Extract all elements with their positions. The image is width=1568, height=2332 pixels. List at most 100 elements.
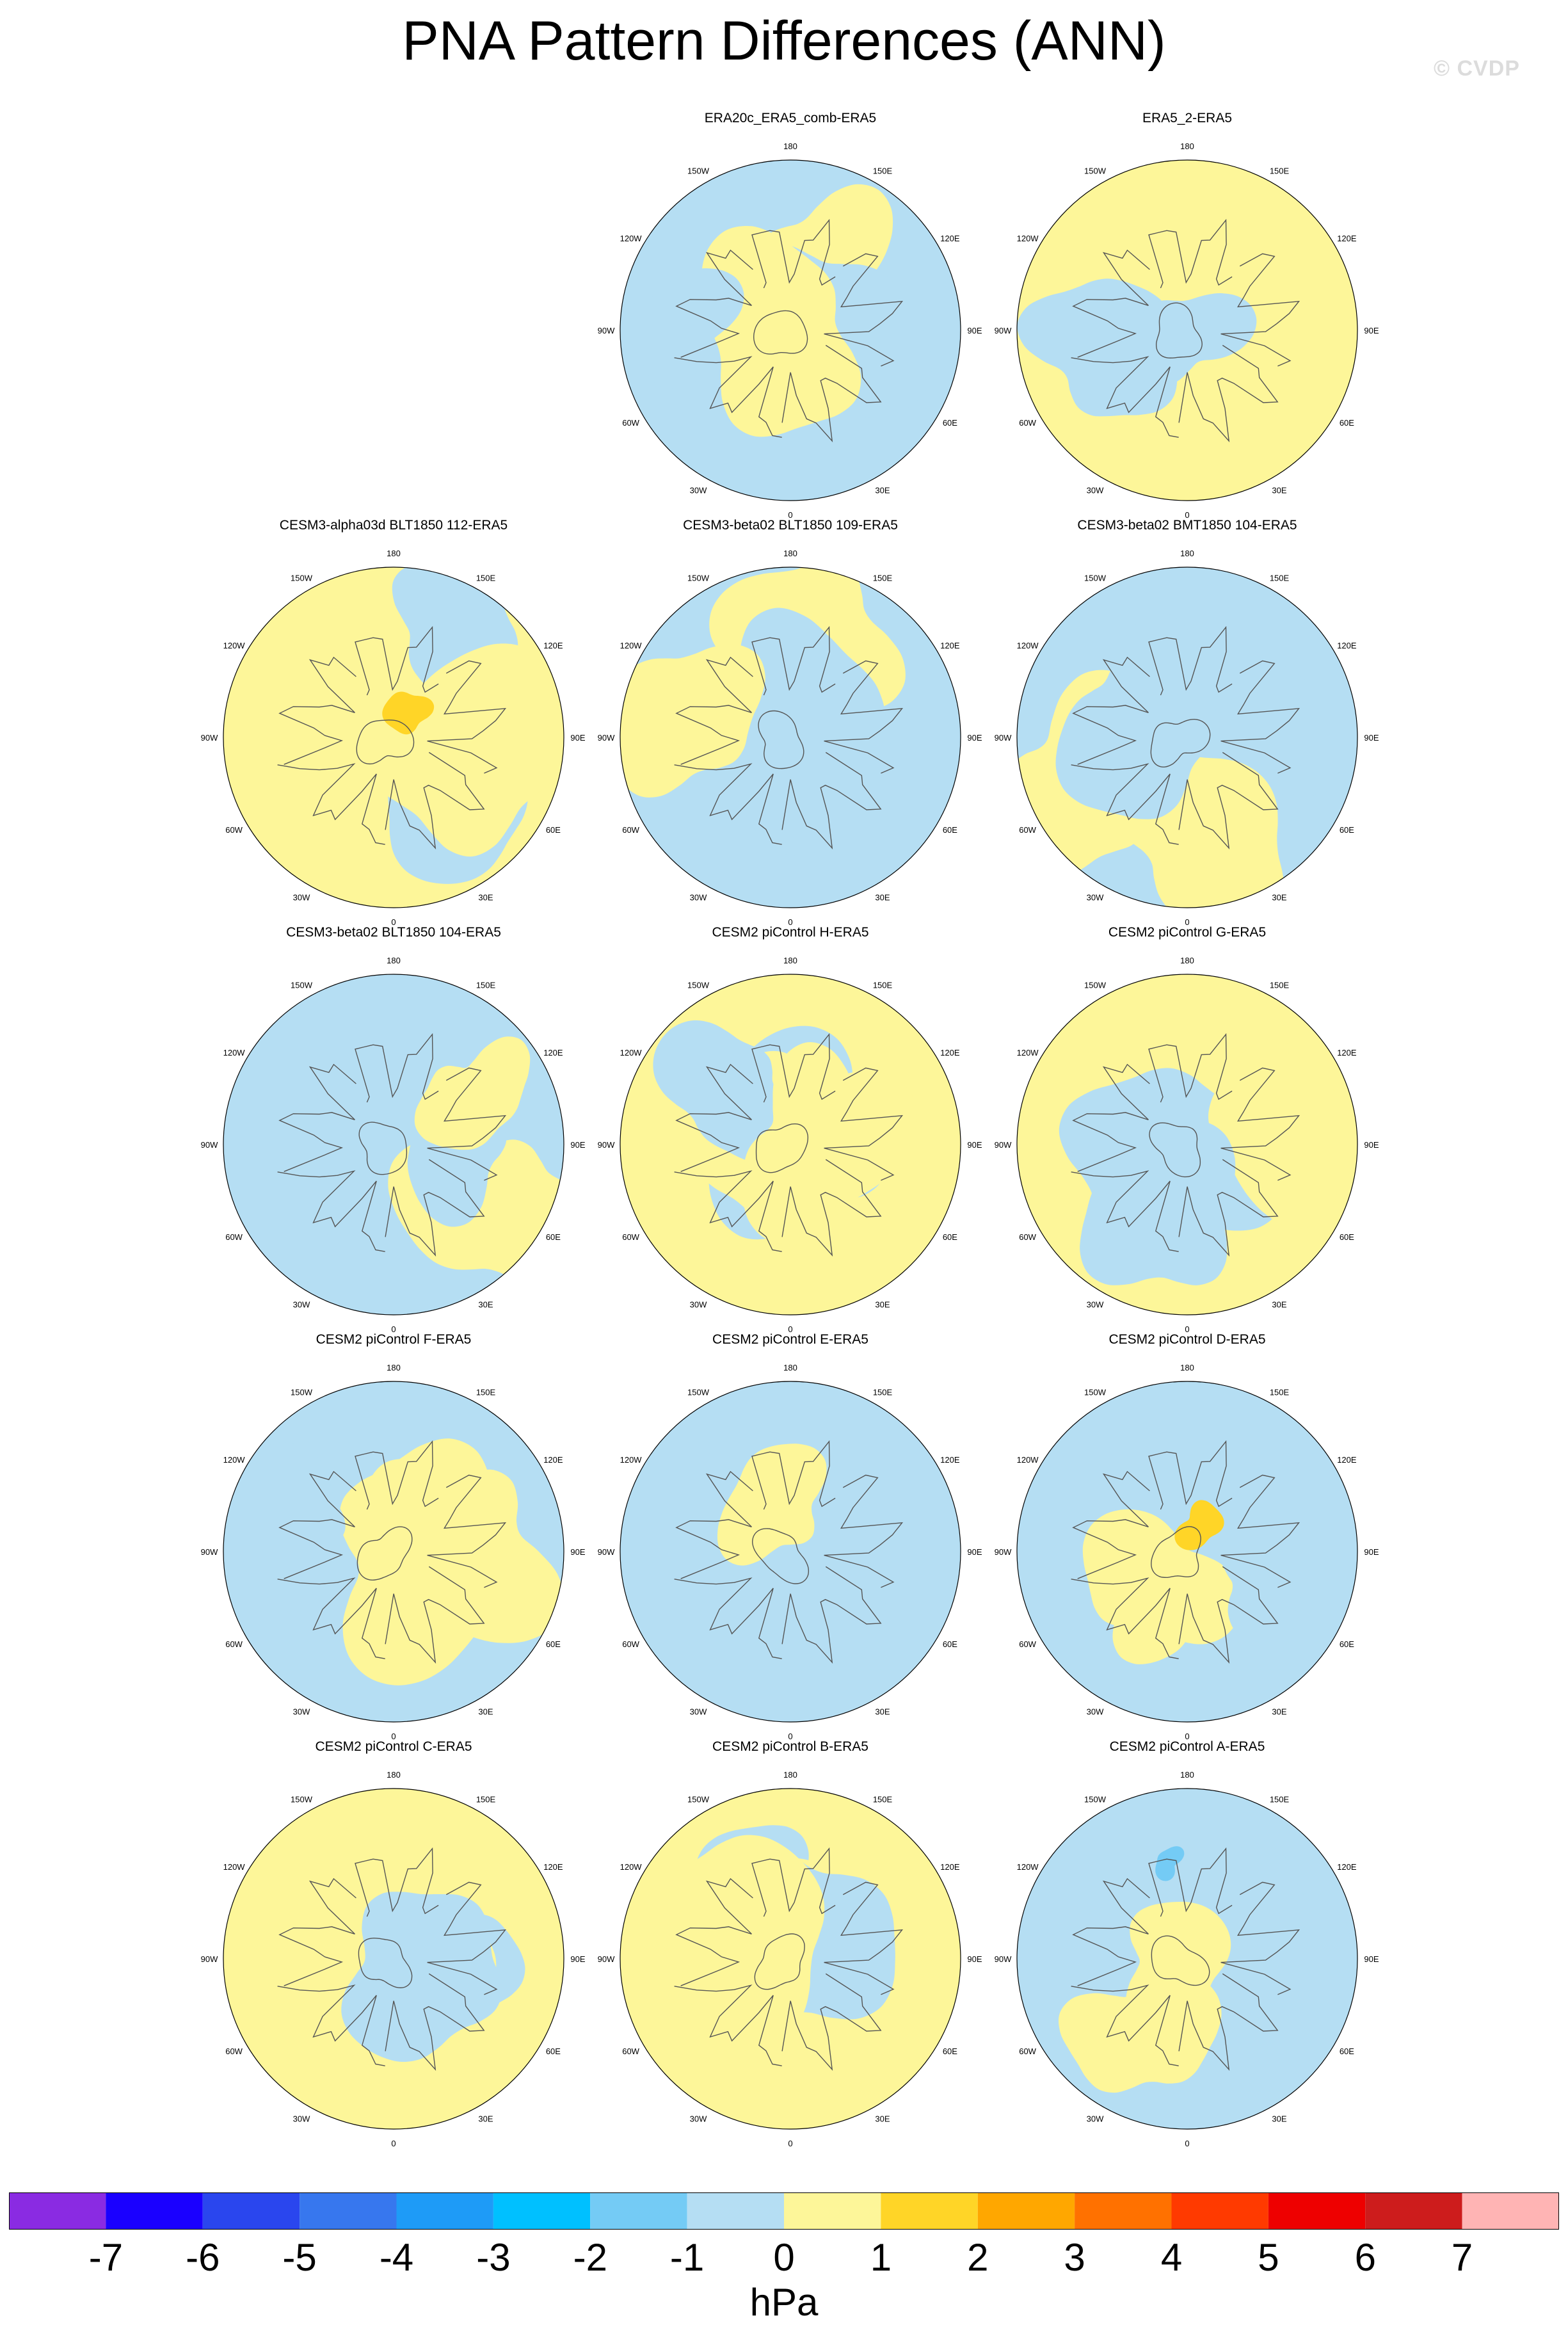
longitude-tick-label: 30E [875, 1299, 890, 1309]
longitude-tick-label: 0 [788, 2139, 792, 2148]
longitude-tick-label: 0 [788, 1324, 792, 1334]
longitude-tick-label: 0 [788, 917, 792, 927]
longitude-tick-label: 120W [1017, 234, 1039, 243]
map-panel: CESM3-beta02 BMT1850 104-ERA5 180 150E 120E… [995, 517, 1379, 927]
longitude-tick-label: 150W [291, 1388, 313, 1397]
longitude-tick-label: 30E [1272, 1299, 1286, 1309]
greenland-coast [1149, 1122, 1201, 1178]
longitude-tick-label: 120W [223, 641, 246, 650]
longitude-tick-label: 150E [476, 574, 496, 583]
longitude-tick-label: 0 [391, 917, 396, 927]
longitude-tick-label: 60E [546, 1639, 561, 1649]
coastlines [1071, 1440, 1300, 1664]
longitude-tick-label: 90W [201, 1954, 218, 1964]
longitude-tick-label: 90W [995, 1954, 1012, 1964]
anomaly-region [742, 1042, 870, 1242]
colorbar-tick-label: 6 [1354, 2236, 1376, 2279]
colorbar-outline [9, 2192, 1559, 2230]
longitude-tick-label: 90W [201, 1140, 218, 1150]
longitude-tick-label: 30W [690, 892, 707, 902]
longitude-tick-label: 0 [1185, 2139, 1189, 2148]
longitude-tick-label: 120W [620, 1862, 643, 1872]
coastlines [674, 625, 904, 850]
longitude-tick-label: 150W [687, 166, 710, 176]
longitude-tick-label: 150W [687, 981, 710, 990]
longitude-tick-label: 120W [620, 641, 643, 650]
longitude-tick-label: 150E [1270, 981, 1290, 990]
longitude-tick-label: 90W [598, 1954, 615, 1964]
longitude-tick-label: 60W [225, 1639, 243, 1649]
colorbar-swatch [1268, 2192, 1366, 2230]
longitude-tick-label: 180 [1180, 1363, 1194, 1372]
greenland-coast [358, 1122, 408, 1175]
longitude-tick-label: 120E [543, 641, 563, 650]
map-panel: CESM2 piControl B-ERA5 180 150E 120E 90E 60E 3… [598, 1739, 982, 2148]
greenland-coast [356, 1526, 413, 1581]
longitude-tick-label: 150E [873, 1388, 893, 1397]
anomaly-region [717, 1443, 827, 1566]
anomaly-region [653, 1020, 803, 1167]
longitude-tick-label: 90E [1364, 733, 1379, 743]
longitude-tick-label: 30E [1272, 892, 1286, 902]
longitude-tick-label: 150W [1084, 981, 1107, 990]
longitude-tick-label: 120W [1017, 641, 1039, 650]
greenland-coast [1150, 718, 1211, 768]
longitude-tick-label: 60E [546, 2047, 561, 2056]
longitude-tick-label: 90W [598, 1140, 615, 1150]
longitude-tick-label: 90W [201, 733, 218, 743]
longitude-tick-label: 120E [1337, 1048, 1357, 1057]
colorbar-swatch [300, 2192, 397, 2230]
colorbar-swatch [9, 2192, 106, 2230]
panel-title: CESM2 piControl E-ERA5 [712, 1332, 868, 1347]
map-border [620, 974, 961, 1315]
longitude-tick-label: 0 [1185, 1732, 1189, 1741]
colorbar-tick-label: 4 [1160, 2236, 1183, 2279]
colorbar-tick-label: -2 [573, 2236, 607, 2279]
longitude-tick-label: 60W [225, 825, 243, 835]
longitude-tick-label: 90W [598, 326, 615, 335]
map-panel: CESM2 piControl G-ERA5 180 150E 120E 90E 60E 3… [995, 924, 1379, 1334]
coastlines [674, 1033, 904, 1257]
longitude-tick-label: 120W [620, 234, 643, 243]
map-panel: CESM2 piControl D-ERA5 180 150E 120E 90E 60E 3… [995, 1331, 1379, 1741]
longitude-tick-label: 90E [967, 733, 982, 743]
longitude-tick-label: 30W [293, 1707, 310, 1716]
longitude-tick-label: 30E [875, 892, 890, 902]
anomaly-region [622, 268, 744, 389]
longitude-tick-label: 150E [476, 1795, 496, 1805]
colorbar-tick-label: 2 [967, 2236, 989, 2279]
colorbar-tick-label: 1 [870, 2236, 892, 2279]
panel-title: CESM2 piControl D-ERA5 [1108, 1332, 1266, 1347]
coastlines [674, 1847, 904, 2071]
longitude-tick-label: 60W [225, 2047, 243, 2056]
polar-map: 180 150E 120E 90E 60E 30E 0 30W 60W 90W 120W 150W [995, 1770, 1379, 2148]
map-border [1016, 974, 1358, 1315]
greenland-coast [751, 1528, 810, 1584]
map-panel: CESM3-beta02 BLT1850 104-ERA5 180 150E 120E… [201, 924, 586, 1334]
longitude-tick-label: 60E [943, 1639, 957, 1649]
colorbar-tick-label: -3 [476, 2236, 511, 2279]
longitude-tick-label: 120E [543, 1455, 563, 1465]
longitude-tick-label: 30E [875, 485, 890, 495]
map-panel: CESM3-alpha03d BLT1850 112-ERA5 180 150E 12… [201, 517, 586, 927]
colorbar-tick-label: -6 [186, 2236, 220, 2279]
longitude-tick-label: 120E [543, 1048, 563, 1057]
colorbar-swatch [590, 2192, 687, 2230]
longitude-tick-label: 60E [943, 825, 957, 835]
longitude-tick-label: 30W [690, 2114, 707, 2123]
coastlines [277, 1440, 507, 1664]
longitude-tick-label: 120E [1337, 234, 1357, 243]
anomaly-region [1138, 293, 1257, 388]
longitude-tick-label: 120W [223, 1455, 246, 1465]
map-border [620, 159, 961, 501]
longitude-tick-label: 180 [387, 549, 401, 558]
coastlines [1071, 218, 1300, 443]
longitude-tick-label: 60W [622, 1639, 639, 1649]
longitude-tick-label: 30E [478, 1299, 493, 1309]
longitude-tick-label: 30W [1087, 2114, 1104, 2123]
map-border [223, 974, 564, 1315]
longitude-tick-label: 180 [783, 1363, 797, 1372]
longitude-tick-label: 60W [622, 418, 639, 428]
longitude-tick-label: 150E [873, 981, 893, 990]
coastlines [674, 218, 904, 443]
